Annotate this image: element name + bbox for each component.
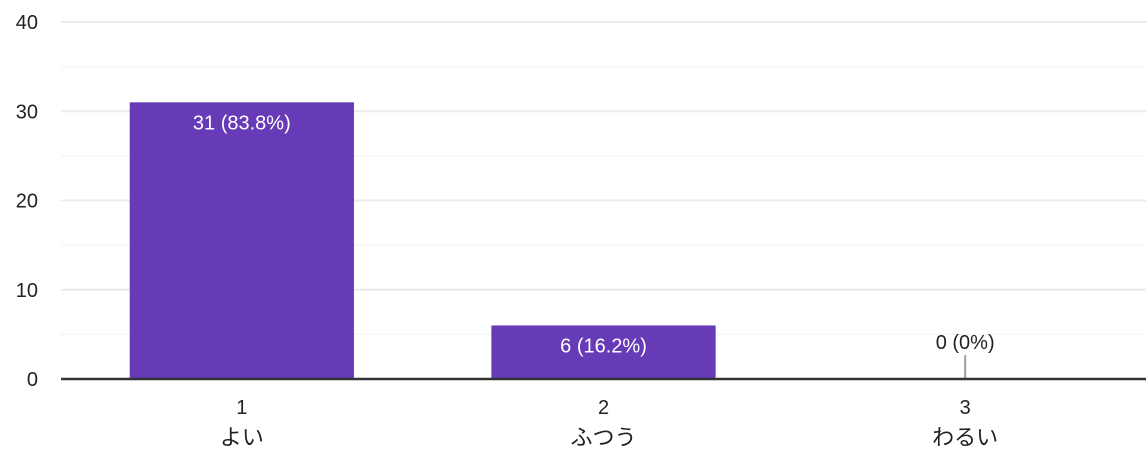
y-tick-label: 40 [16, 12, 38, 34]
bar-data-labels: 31 (83.8%) 6 (16.2%) 0 (0%) [193, 112, 995, 357]
y-tick-label: 20 [16, 191, 38, 213]
y-tick-label: 10 [16, 280, 38, 302]
x-tick-number: 2 [598, 397, 609, 419]
y-axis-tick-labels: 0 10 20 30 40 [16, 12, 38, 391]
bar-data-label: 0 (0%) [936, 332, 995, 354]
x-tick-name: わるい [932, 426, 998, 451]
bar-data-label: 31 (83.8%) [193, 112, 291, 134]
x-tick-name: ふつう [570, 426, 636, 451]
x-tick-number: 1 [236, 397, 247, 419]
x-axis-category-labels: 1 よい 2 ふつう 3 わるい [220, 397, 998, 451]
bar [129, 102, 354, 379]
x-tick-name: よい [220, 426, 264, 451]
y-tick-label: 30 [16, 101, 38, 123]
bar-data-label: 6 (16.2%) [560, 335, 647, 357]
x-tick-number: 3 [960, 397, 971, 419]
y-tick-label: 0 [27, 369, 38, 391]
bars [129, 102, 967, 379]
bar [491, 325, 716, 379]
